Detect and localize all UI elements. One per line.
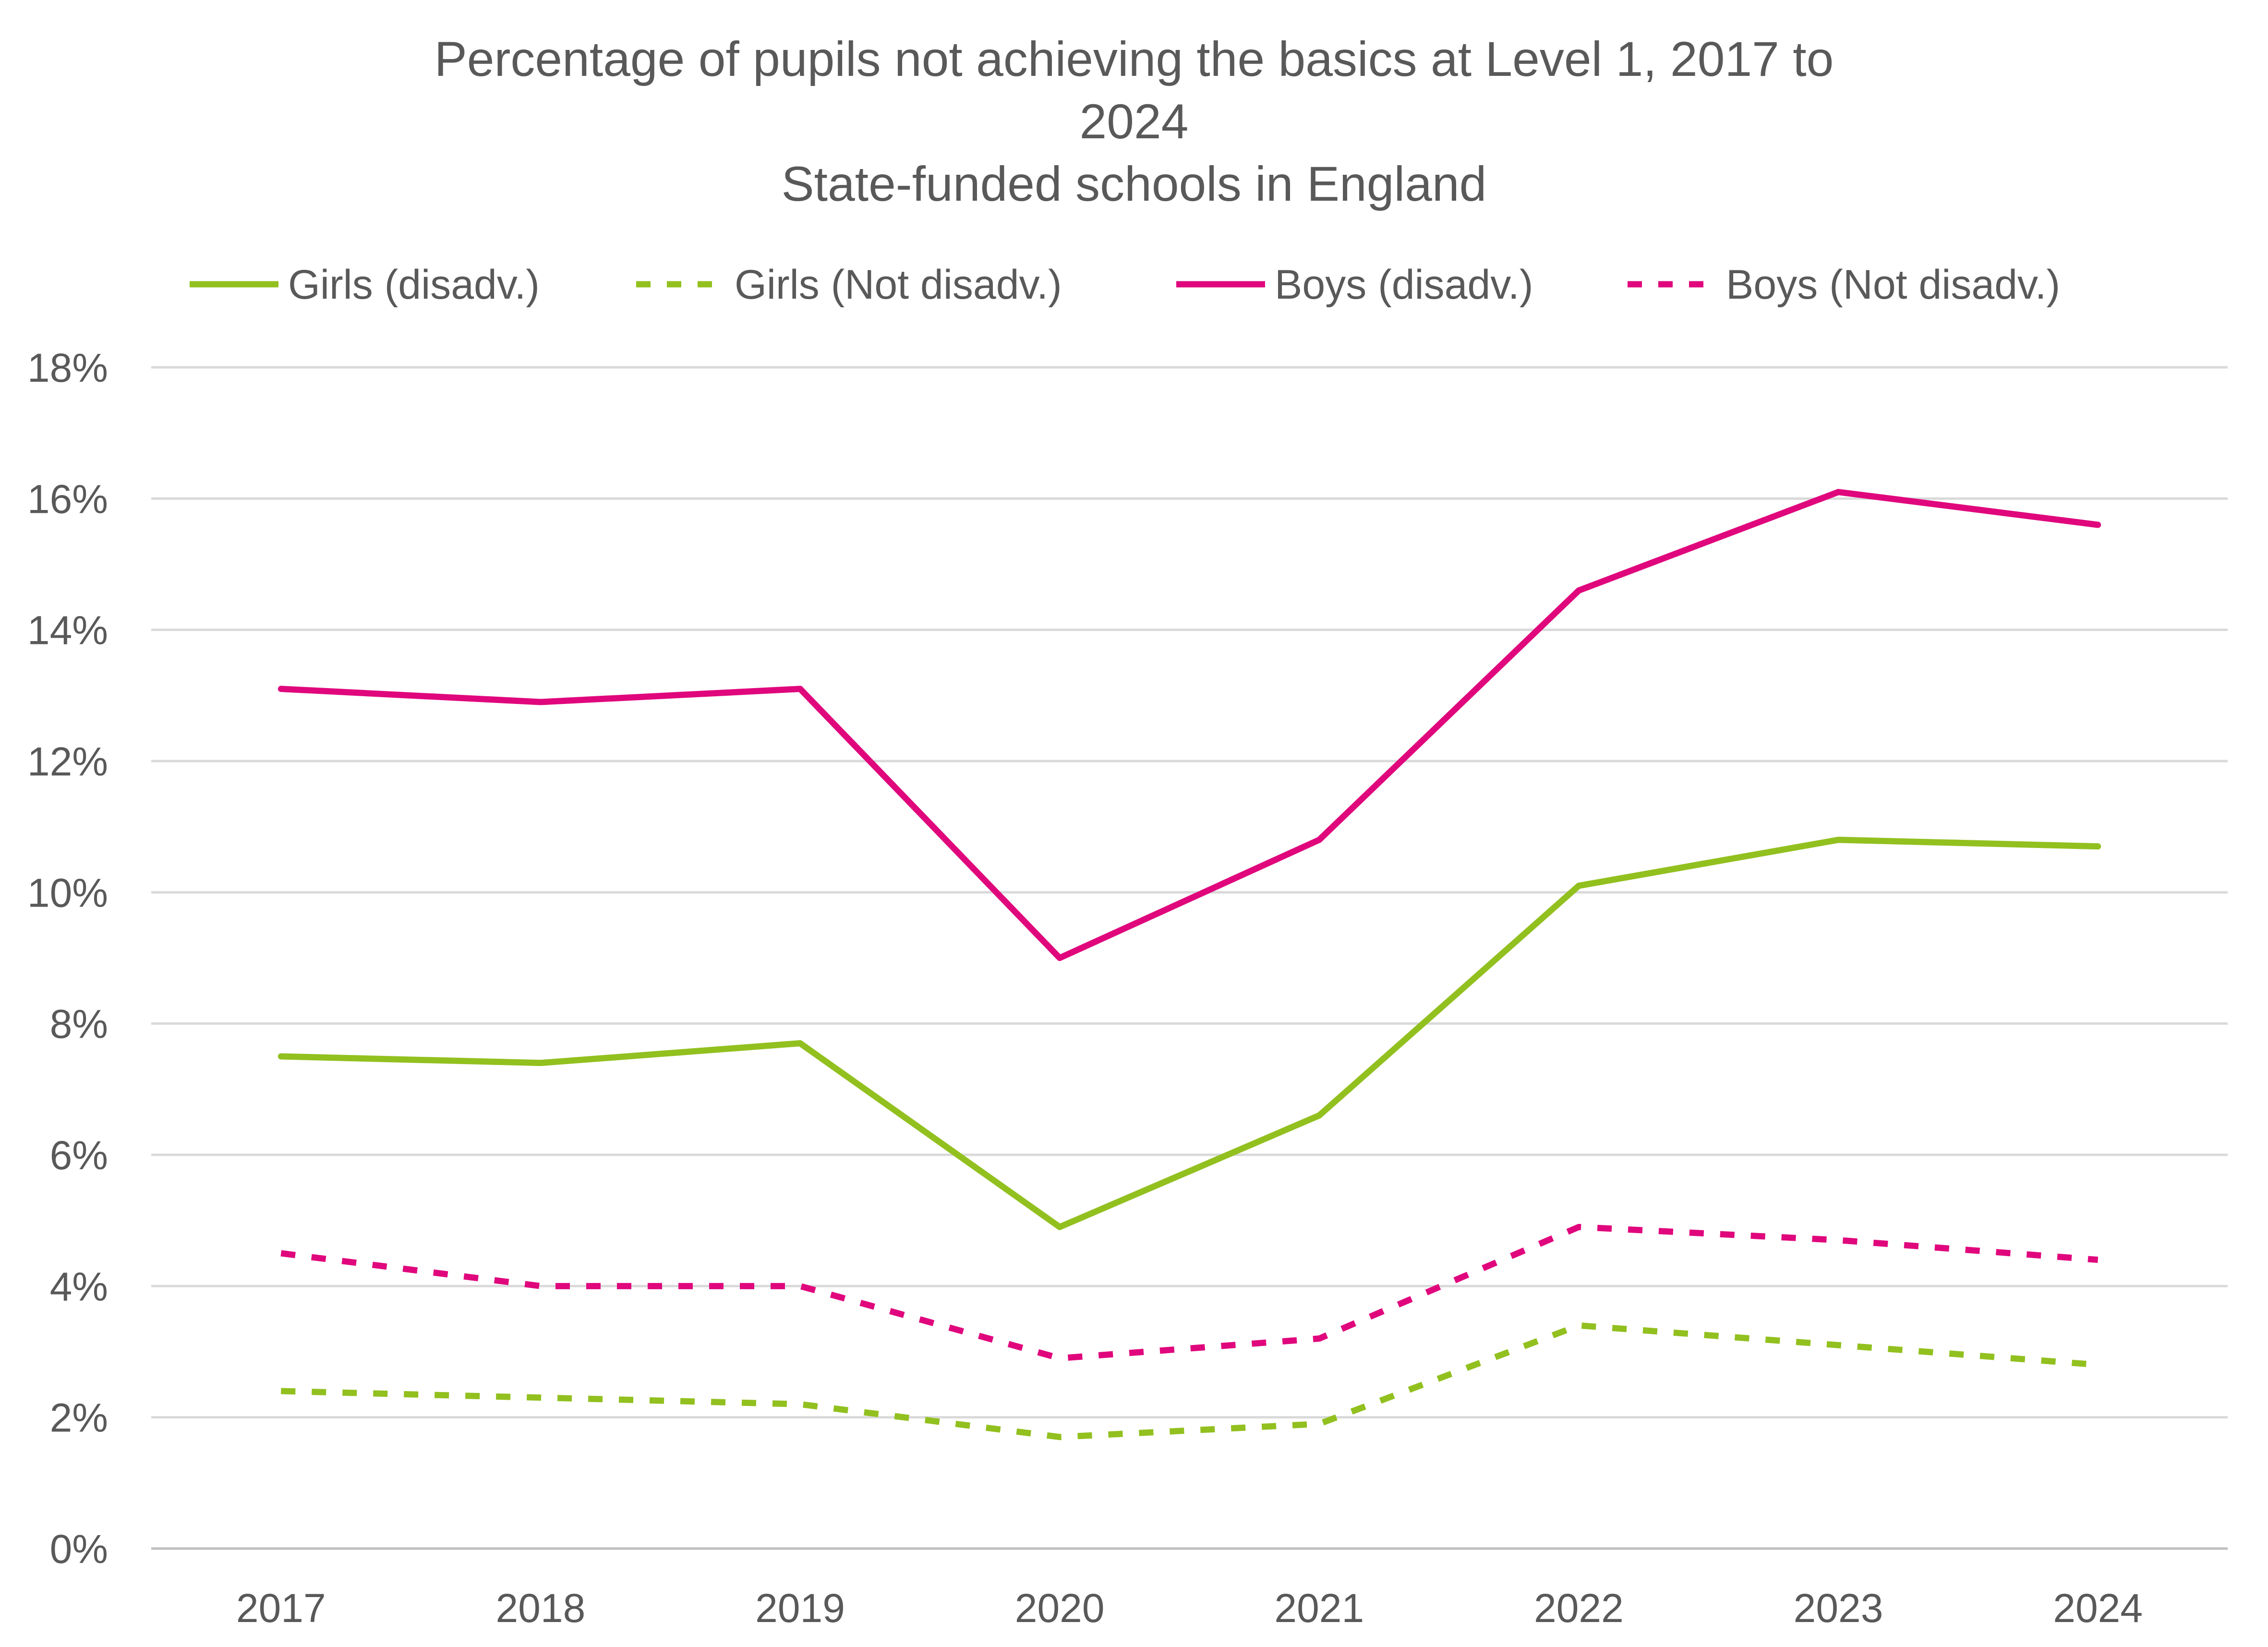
- data-point: [1057, 955, 1062, 961]
- legend-label: Girls (Not disadv.): [735, 262, 1062, 308]
- x-tick-label: 2022: [1534, 1586, 1624, 1631]
- data-point: [1057, 1224, 1062, 1230]
- data-point: [1316, 1336, 1322, 1342]
- x-axis: 2017 2018 2019 2020 2021 2022 2023 2024: [236, 1586, 2143, 1631]
- x-tick-label: 2019: [755, 1586, 845, 1631]
- data-point: [1316, 1421, 1322, 1427]
- series-line-2: [277, 489, 2101, 961]
- x-tick-label: 2020: [1015, 1586, 1105, 1631]
- data-point: [1316, 1113, 1322, 1118]
- chart-title-line-1: Percentage of pupils not achieving the b…: [434, 32, 1834, 86]
- y-tick-label: 8%: [50, 1002, 108, 1047]
- data-point: [1835, 1237, 1841, 1243]
- data-point: [1835, 837, 1841, 843]
- y-tick-label: 12%: [27, 739, 108, 784]
- x-tick-label: 2021: [1274, 1586, 1364, 1631]
- data-point: [278, 1250, 284, 1256]
- data-point: [538, 1060, 543, 1066]
- data-point: [1576, 588, 1581, 593]
- chart-title-line-2: 2024: [1080, 94, 1189, 149]
- data-point: [2095, 1362, 2101, 1368]
- series-line-0: [277, 836, 2101, 1230]
- x-tick-label: 2023: [1794, 1586, 1883, 1631]
- y-tick-label: 16%: [27, 476, 108, 521]
- data-point: [1835, 1342, 1841, 1348]
- data-point: [2095, 1257, 2101, 1263]
- y-tick-label: 18%: [27, 345, 108, 390]
- legend-label: Boys (Not disadv.): [1726, 262, 2060, 308]
- chart-subtitle: State-funded schools in England: [782, 157, 1487, 211]
- y-axis: 0% 2% 4% 6% 8% 10% 12% 14% 16% 18%: [27, 345, 108, 1572]
- series-line-1: [281, 1322, 2099, 1441]
- x-tick-label: 2017: [236, 1586, 326, 1631]
- data-point: [1057, 1356, 1062, 1361]
- data-point: [797, 1401, 803, 1407]
- data-point: [278, 1388, 284, 1394]
- data-point: [278, 686, 284, 692]
- gridlines: [151, 366, 2228, 1550]
- data-point: [2095, 844, 2101, 849]
- data-point: [2095, 522, 2101, 528]
- data-point: [1576, 883, 1581, 889]
- chart-legend: Girls (disadv.) Girls (Not disadv.) Boys (…: [190, 262, 2060, 308]
- data-point: [797, 1041, 803, 1046]
- data-point: [1316, 837, 1322, 843]
- data-point: [278, 1054, 284, 1059]
- data-point: [797, 686, 803, 692]
- chart-title: Percentage of pupils not achieving the b…: [434, 32, 1834, 211]
- x-tick-label: 2024: [2053, 1586, 2143, 1631]
- data-point: [538, 1395, 543, 1401]
- y-tick-label: 2%: [50, 1395, 108, 1441]
- legend-label: Girls (disadv.): [288, 262, 540, 308]
- data-point: [538, 1283, 543, 1289]
- data-point: [1835, 489, 1841, 495]
- y-tick-label: 4%: [50, 1264, 108, 1309]
- series-line-3: [280, 1223, 2099, 1362]
- data-point: [538, 699, 543, 705]
- legend-label: Boys (disadv.): [1275, 262, 1533, 308]
- data-point: [1576, 1224, 1581, 1230]
- data-point: [797, 1283, 803, 1289]
- y-tick-label: 10%: [27, 870, 108, 915]
- plot-area: [277, 489, 2101, 1441]
- data-point: [1576, 1322, 1581, 1328]
- y-tick-label: 14%: [27, 608, 108, 653]
- data-point: [1057, 1434, 1062, 1440]
- x-tick-label: 2018: [496, 1586, 586, 1631]
- y-tick-label: 0%: [50, 1526, 108, 1572]
- y-tick-label: 6%: [50, 1133, 108, 1178]
